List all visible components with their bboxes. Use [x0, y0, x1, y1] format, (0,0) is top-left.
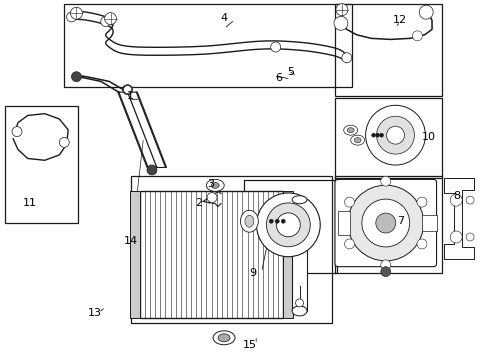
Circle shape	[347, 185, 423, 261]
Bar	[131, 176, 331, 323]
Circle shape	[380, 267, 390, 276]
Circle shape	[333, 16, 347, 30]
Circle shape	[361, 199, 409, 247]
Circle shape	[371, 133, 375, 137]
Circle shape	[12, 127, 22, 136]
Text: 3: 3	[206, 179, 213, 189]
Text: 13: 13	[87, 308, 102, 318]
Bar	[140, 191, 283, 318]
Ellipse shape	[211, 183, 219, 188]
Ellipse shape	[353, 138, 361, 143]
Bar	[337, 211, 349, 235]
Circle shape	[101, 17, 110, 27]
Ellipse shape	[240, 210, 258, 232]
Circle shape	[270, 42, 280, 52]
Text: 9: 9	[249, 268, 256, 278]
Text: 8: 8	[452, 191, 459, 201]
Circle shape	[206, 193, 217, 203]
Circle shape	[71, 72, 81, 82]
Text: 4: 4	[220, 13, 227, 23]
Circle shape	[379, 133, 383, 137]
Bar	[64, 4, 351, 87]
Circle shape	[380, 260, 390, 270]
Text: 5: 5	[286, 67, 294, 77]
Circle shape	[416, 197, 426, 207]
Circle shape	[147, 165, 157, 175]
Circle shape	[365, 105, 425, 165]
Ellipse shape	[291, 306, 306, 316]
Circle shape	[465, 196, 473, 204]
Circle shape	[275, 219, 279, 223]
Bar	[129, 191, 140, 318]
Ellipse shape	[350, 135, 364, 145]
Circle shape	[66, 12, 77, 22]
Circle shape	[375, 133, 379, 137]
Circle shape	[344, 197, 354, 207]
Circle shape	[344, 239, 354, 249]
Circle shape	[411, 31, 422, 41]
Circle shape	[376, 116, 414, 154]
Text: 10: 10	[421, 132, 435, 142]
Ellipse shape	[291, 196, 306, 204]
Ellipse shape	[213, 331, 235, 345]
Circle shape	[269, 219, 273, 223]
Circle shape	[418, 5, 432, 19]
Circle shape	[276, 213, 300, 237]
Ellipse shape	[343, 125, 357, 135]
Circle shape	[266, 203, 309, 247]
Text: 7: 7	[396, 216, 403, 226]
Ellipse shape	[244, 215, 253, 227]
Circle shape	[375, 213, 395, 233]
Circle shape	[449, 194, 461, 206]
Circle shape	[104, 13, 116, 24]
Bar	[334, 4, 441, 96]
Circle shape	[449, 231, 461, 243]
Bar	[421, 215, 436, 231]
Circle shape	[335, 4, 347, 15]
Circle shape	[59, 138, 69, 147]
Bar	[140, 191, 283, 318]
Circle shape	[281, 219, 285, 223]
Circle shape	[122, 85, 132, 95]
Text: 15: 15	[242, 340, 256, 350]
Text: 6: 6	[275, 73, 282, 83]
Circle shape	[123, 86, 131, 94]
Ellipse shape	[346, 128, 353, 133]
Circle shape	[416, 239, 426, 249]
Circle shape	[295, 299, 303, 307]
Bar	[243, 180, 336, 273]
Circle shape	[70, 7, 82, 19]
Bar	[283, 191, 293, 318]
Text: 1: 1	[126, 91, 133, 101]
Text: 2: 2	[194, 198, 202, 208]
Circle shape	[465, 233, 473, 241]
Text: 14: 14	[123, 236, 138, 246]
Text: 11: 11	[23, 198, 37, 208]
Circle shape	[380, 176, 390, 186]
Bar	[291, 200, 306, 311]
Bar	[334, 98, 441, 178]
Circle shape	[386, 126, 404, 144]
Circle shape	[341, 53, 351, 63]
Bar	[334, 176, 441, 273]
Text: 12: 12	[391, 15, 406, 26]
Ellipse shape	[206, 179, 224, 192]
Ellipse shape	[218, 334, 229, 342]
Circle shape	[256, 193, 320, 257]
Polygon shape	[443, 178, 473, 259]
Polygon shape	[118, 92, 166, 167]
Bar	[5, 107, 78, 223]
FancyBboxPatch shape	[334, 179, 436, 267]
